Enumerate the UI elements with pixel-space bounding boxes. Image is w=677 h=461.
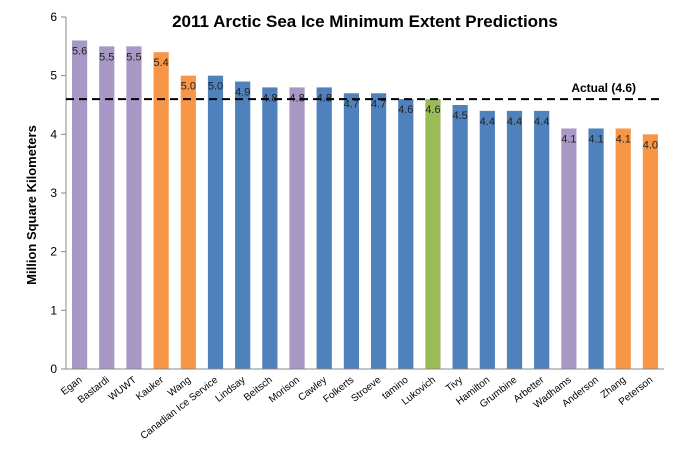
data-label-9: 4.8 [317, 92, 332, 104]
bar-4 [180, 75, 196, 370]
data-label-19: 4.1 [588, 133, 603, 145]
bar-2 [126, 46, 142, 369]
data-label-17: 4.4 [534, 116, 549, 128]
category-label-8: Morison [267, 375, 302, 406]
data-label-16: 4.4 [507, 116, 522, 128]
data-label-8: 4.8 [289, 92, 304, 104]
category-label-14: Tivy [444, 375, 465, 395]
data-label-13: 4.6 [425, 104, 440, 116]
bar-16 [506, 110, 523, 369]
data-label-1: 5.5 [99, 51, 114, 63]
bar-21 [642, 134, 659, 369]
category-label-3: Kauker [134, 374, 166, 403]
bar-15 [479, 110, 495, 369]
bar-13 [425, 99, 441, 369]
bar-11 [370, 93, 387, 370]
data-label-4: 5.0 [181, 81, 196, 93]
y-axis-ticks: 0 1 2 3 4 5 6 [50, 10, 66, 376]
data-label-0: 5.6 [72, 45, 87, 57]
category-label-6: Lindsay [214, 375, 248, 405]
bar-5 [207, 75, 224, 370]
data-label-2: 5.5 [126, 51, 141, 63]
bar-18 [561, 128, 577, 369]
bar-6 [235, 81, 251, 370]
bar-8 [289, 87, 305, 370]
bar-7 [262, 87, 278, 370]
data-label-10: 4.7 [344, 98, 359, 110]
data-label-5: 5.0 [208, 81, 223, 93]
bar-12 [398, 99, 414, 369]
actual-reference-label: Actual (4.6) [571, 81, 636, 95]
bar-19 [588, 128, 604, 369]
bar-20 [615, 128, 631, 369]
category-label-11: Stroeve [350, 374, 384, 404]
bar-0 [71, 40, 88, 369]
y-tick-label-0: 0 [50, 362, 57, 376]
bar-9 [316, 87, 332, 370]
y-axis-label: Million Square Kilometers [24, 125, 39, 285]
data-label-12: 4.6 [398, 104, 413, 116]
data-label-18: 4.1 [561, 133, 576, 145]
y-tick-label-5: 5 [50, 69, 57, 83]
data-label-11: 4.7 [371, 98, 386, 110]
bar-1 [99, 46, 115, 369]
category-label-2: WUWT [107, 375, 139, 404]
bars [71, 40, 659, 370]
chart-title: 2011 Arctic Sea Ice Minimum Extent Predi… [172, 12, 558, 31]
y-tick-label-2: 2 [50, 245, 57, 259]
reference-line-group: Actual (4.6) [66, 81, 664, 101]
bar-10 [343, 93, 360, 370]
data-label-3: 5.4 [153, 57, 168, 69]
y-tick-label-3: 3 [50, 186, 57, 200]
y-tick-label-6: 6 [50, 10, 57, 24]
data-label-7: 4.8 [262, 92, 277, 104]
bar-14 [452, 105, 468, 369]
data-label-21: 4.0 [643, 139, 658, 151]
data-label-15: 4.4 [480, 116, 495, 128]
y-tick-label-1: 1 [50, 303, 57, 317]
data-label-14: 4.5 [452, 110, 467, 122]
bar-3 [153, 52, 169, 369]
y-tick-label-4: 4 [50, 127, 57, 141]
data-label-6: 4.9 [235, 87, 250, 99]
data-label-20: 4.1 [616, 133, 631, 145]
data-labels: 5.6 5.5 5.5 5.4 5.0 5.0 4.9 4.8 4.8 4.8 4.7 4.7 4.6 4… [72, 45, 658, 151]
category-label-10: Folkerts [321, 375, 356, 406]
bar-17 [534, 110, 550, 369]
